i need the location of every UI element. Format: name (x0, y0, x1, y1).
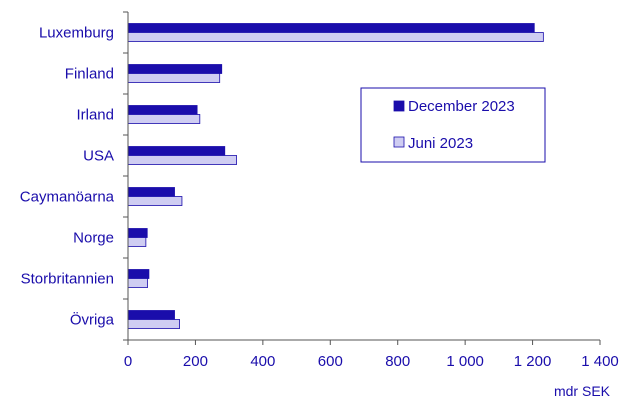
bar-irland-juni-2023 (127, 114, 201, 124)
bar-ovriga-juni-2023 (127, 319, 180, 329)
category-label-ovriga: Övriga (70, 311, 115, 329)
x-tick-label: 1 200 (514, 353, 552, 370)
bars (127, 23, 544, 329)
bar-finland-juni-2023 (127, 73, 221, 83)
legend: December 2023 Juni 2023 (360, 87, 546, 163)
x-tick-label: 800 (385, 353, 410, 370)
legend-box (360, 87, 546, 163)
x-tick-label: 0 (124, 353, 132, 370)
legend-swatch-juni-2023 (393, 136, 405, 148)
legend-label-juni-2023: Juni 2023 (408, 135, 473, 152)
category-label-usa: USA (83, 148, 114, 165)
bar-ovriga-december-2023 (127, 310, 175, 320)
legend-swatch-december-2023 (393, 100, 405, 112)
bar-finland-december-2023 (127, 64, 223, 74)
bar-caymanoarna-juni-2023 (127, 196, 183, 206)
category-label-irland: Irland (76, 107, 114, 124)
x-axis-unit-label: mdr SEK (554, 383, 611, 399)
bar-caymanoarna-december-2023 (127, 187, 175, 197)
x-tick-label: 600 (318, 353, 343, 370)
bar-norge-juni-2023 (127, 237, 147, 247)
x-tick-labels: 0 200 400 600 800 1 000 1 200 1 400 (124, 353, 619, 370)
category-label-norge: Norge (73, 230, 114, 247)
x-tick-label: 1 400 (581, 353, 619, 370)
category-label-storbritannien: Storbritannien (21, 271, 114, 288)
bar-storbritannien-juni-2023 (127, 278, 148, 288)
bar-norge-december-2023 (127, 228, 148, 238)
bar-storbritannien-december-2023 (127, 269, 150, 279)
x-tick-label: 400 (250, 353, 275, 370)
bar-luxemburg-december-2023 (127, 23, 535, 33)
category-labels: Luxemburg Finland Irland USA Caymanöarna Norg… (20, 25, 115, 329)
axes (123, 11, 601, 345)
x-tick-label: 1 000 (446, 353, 484, 370)
x-tick-label: 200 (183, 353, 208, 370)
bar-usa-december-2023 (127, 146, 226, 156)
bar-irland-december-2023 (127, 105, 198, 115)
bar-usa-juni-2023 (127, 155, 237, 165)
legend-label-december-2023: December 2023 (408, 98, 515, 115)
category-label-luxemburg: Luxemburg (39, 25, 114, 42)
category-label-finland: Finland (65, 66, 114, 83)
bar-luxemburg-juni-2023 (127, 32, 544, 42)
category-label-caymanoarna: Caymanöarna (20, 189, 115, 206)
